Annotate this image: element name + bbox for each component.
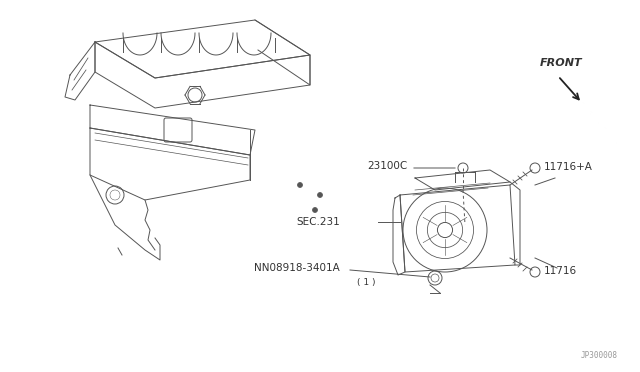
Text: ΝN08918-3401A: ΝN08918-3401A (254, 263, 340, 273)
Text: FRONT: FRONT (540, 58, 582, 68)
Text: 11716: 11716 (544, 266, 577, 276)
Text: SEC.231: SEC.231 (296, 217, 340, 227)
Text: 11716+A: 11716+A (544, 162, 593, 172)
Text: 23100C: 23100C (368, 161, 408, 171)
Circle shape (312, 208, 317, 212)
Text: ( 1 ): ( 1 ) (357, 279, 376, 288)
Circle shape (298, 183, 303, 187)
Circle shape (317, 192, 323, 198)
Text: JP300008: JP300008 (581, 351, 618, 360)
